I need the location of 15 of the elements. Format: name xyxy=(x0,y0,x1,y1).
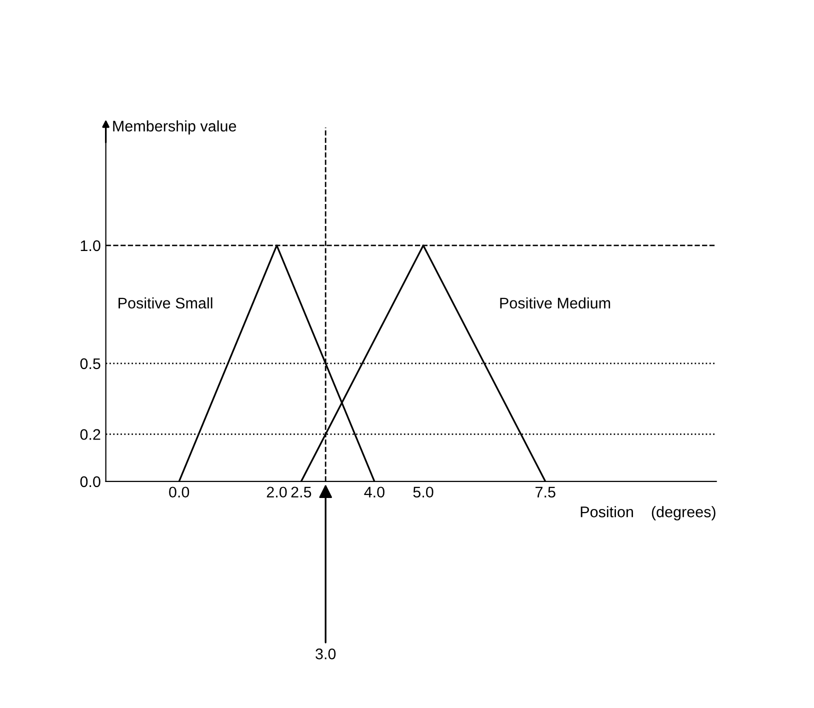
y-tick-label: 0.5 xyxy=(80,358,100,370)
y-axis-title: Membership value xyxy=(113,120,236,135)
x-tick-label: 2.5 xyxy=(291,486,312,498)
x-axis-title: Position (degrees) xyxy=(580,506,716,520)
x-tick-label: 0.0 xyxy=(169,486,190,498)
text: Positive Small xyxy=(118,297,212,309)
x-tick-label: 7.5 xyxy=(536,486,556,498)
text: Positive Medium xyxy=(500,297,610,309)
x-tick-label: 2.0 xyxy=(266,486,287,498)
y-tick-label: 0.0 xyxy=(80,476,100,488)
y-tick-label: 1.0 xyxy=(80,240,100,252)
x-tick-label: 5.0 xyxy=(413,486,434,498)
y-tick-label: 0.2 xyxy=(80,429,100,440)
x-tick-label: 4.0 xyxy=(364,486,384,498)
annotation: 3.0 xyxy=(316,648,336,660)
